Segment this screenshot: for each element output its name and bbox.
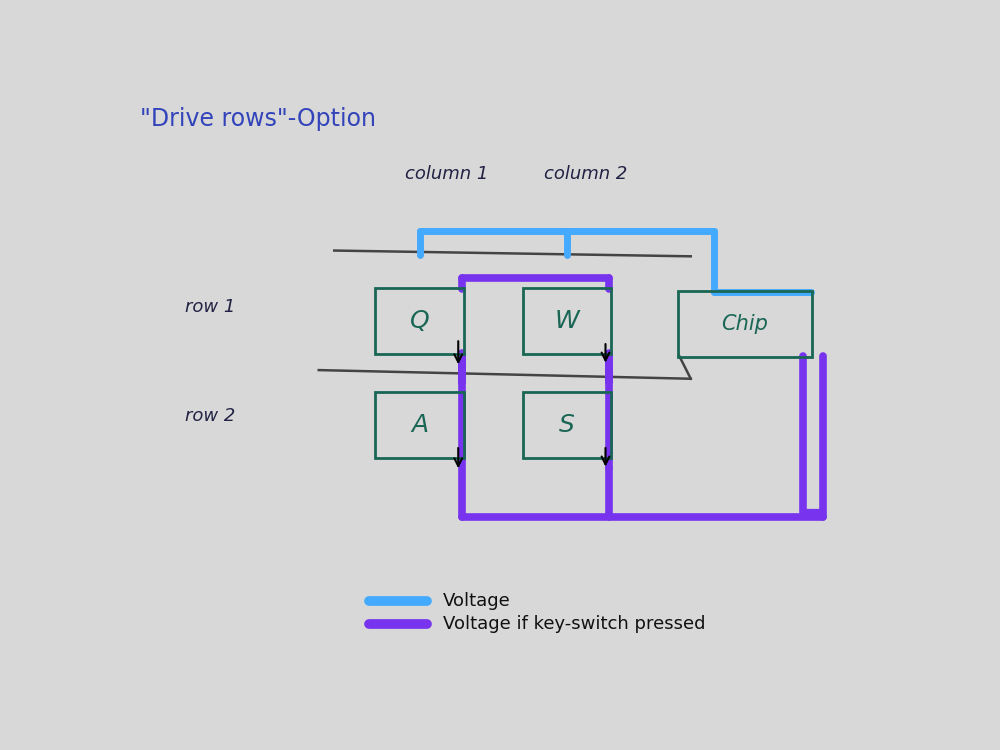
Text: Voltage if key-switch pressed: Voltage if key-switch pressed (443, 615, 705, 633)
Text: column 2: column 2 (544, 165, 628, 183)
Text: row 2: row 2 (185, 407, 235, 425)
Text: A: A (411, 413, 428, 437)
Text: Q: Q (410, 309, 429, 333)
Text: S: S (559, 413, 575, 437)
Text: W: W (554, 309, 579, 333)
Text: "Drive rows"-Option: "Drive rows"-Option (140, 107, 376, 131)
Text: column 1: column 1 (405, 165, 488, 183)
Text: Chip: Chip (722, 314, 768, 334)
Text: row 1: row 1 (185, 298, 235, 316)
Text: Voltage: Voltage (443, 592, 511, 610)
